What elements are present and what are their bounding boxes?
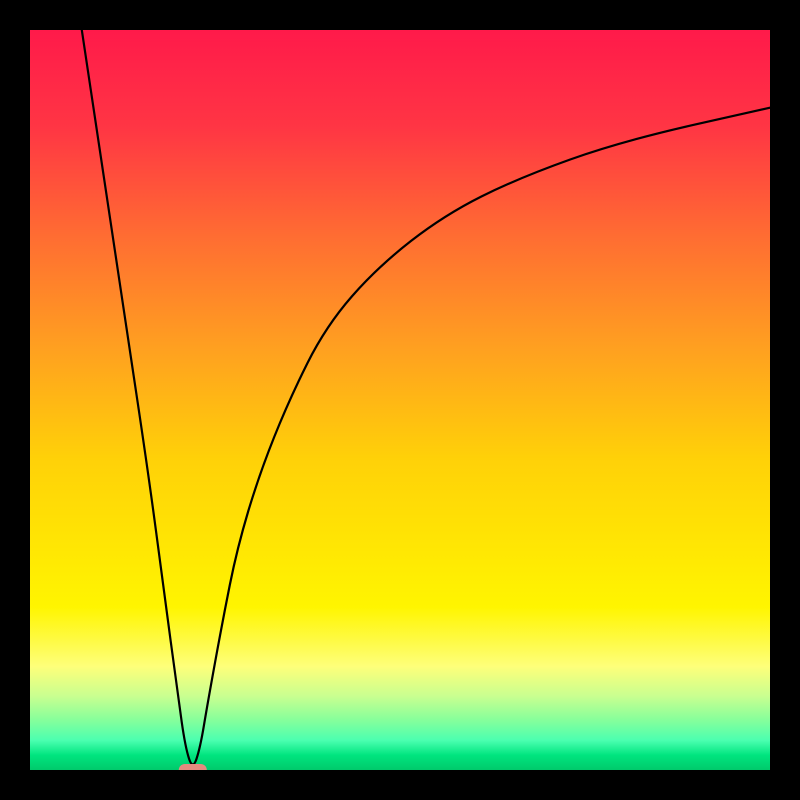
chart-root: { "attribution": "TheBottleneck.com", "a… — [0, 0, 800, 800]
chart-border-top — [0, 0, 800, 30]
chart-border-left — [0, 0, 30, 800]
bottleneck-chart — [0, 0, 800, 800]
chart-border-right — [770, 0, 800, 800]
gradient-background — [30, 30, 770, 770]
chart-border-bottom — [0, 770, 800, 800]
